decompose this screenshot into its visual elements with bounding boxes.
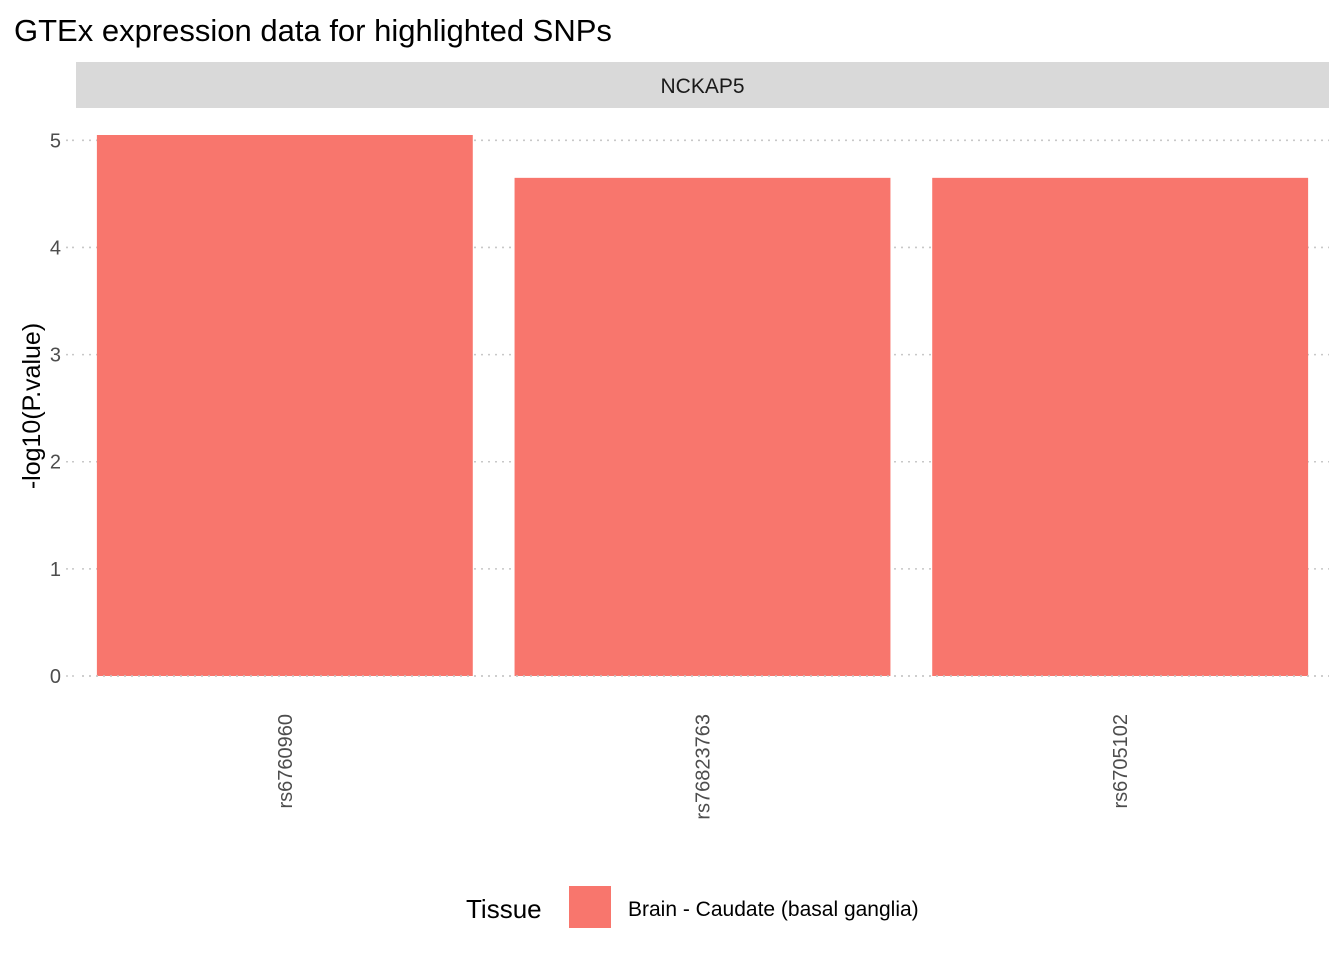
y-tick-label-1: 1 xyxy=(50,559,61,581)
y-tick-label-3: 3 xyxy=(50,345,61,367)
x-axis: rs6760960 rs76823763 rs6705102 xyxy=(275,714,1132,820)
y-axis-title: -log10(P.value) xyxy=(18,323,46,489)
y-axis: 0 1 2 3 4 5 xyxy=(50,130,76,688)
bar-rs6760960 xyxy=(96,135,473,676)
y-tick-label-5: 5 xyxy=(50,130,61,152)
bar-rs76823763 xyxy=(514,177,891,676)
bars xyxy=(82,135,1329,677)
y-tick-label-2: 2 xyxy=(50,452,61,474)
legend-key-swatch xyxy=(569,886,611,928)
x-tick-label-rs6705102: rs6705102 xyxy=(1110,714,1132,809)
x-tick-label-rs6760960: rs6760960 xyxy=(275,714,297,809)
facet-strip-label: NCKAP5 xyxy=(660,75,744,98)
x-tick-label-rs76823763: rs76823763 xyxy=(693,714,715,820)
bar-rs6705102 xyxy=(932,177,1309,676)
y-tick-label-4: 4 xyxy=(50,237,61,259)
legend-title: Tissue xyxy=(466,894,542,924)
legend: Tissue Brain - Caudate (basal ganglia) xyxy=(466,886,919,928)
facet-strip xyxy=(76,62,1329,108)
legend-label: Brain - Caudate (basal ganglia) xyxy=(628,898,919,921)
chart-title: GTEx expression data for highlighted SNP… xyxy=(14,13,612,48)
y-tick-label-0: 0 xyxy=(50,666,61,688)
